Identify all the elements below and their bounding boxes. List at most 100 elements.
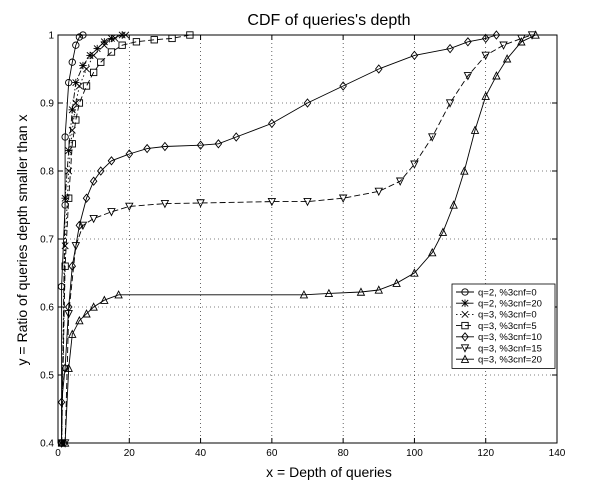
data-point-diamond [303,98,312,108]
legend-item: q=2, %3cnf=20 [456,299,542,310]
data-point-triangle-up [64,363,73,372]
data-point-diamond [339,81,347,91]
data-point-star [68,106,76,114]
data-point-diamond [461,332,469,342]
data-point-triangle-down [463,72,473,81]
data-point-triangle-up [299,290,309,299]
data-point-square [61,262,69,270]
data-point-triangle-down [89,214,98,224]
data-point-triangle-up [374,285,384,294]
data-point-square [97,58,105,66]
data-point-triangle-down [338,194,348,203]
data-point-triangle-down [481,51,490,61]
data-point-square [89,68,98,77]
data-point-star [93,44,101,53]
data-point-diamond [75,220,84,231]
series-line [64,34,536,444]
legend-label: q=3, %3cnf=10 [478,332,542,343]
data-point-diamond [464,37,472,47]
data-point-triangle-down [196,199,205,208]
series-line [61,34,497,443]
data-point-square [65,194,73,202]
data-point-circle [72,41,80,49]
data-point-square [82,82,91,90]
series-7 [60,30,540,447]
data-point-diamond [492,30,501,40]
data-point-triangle-down [374,187,384,197]
legend-item: q=3, %3cnf=10 [456,332,542,343]
data-point-triangle-up [492,71,501,80]
data-point-triangle-up [89,302,98,311]
data-point-circle [61,133,69,141]
data-point-x [90,51,98,59]
data-point-diamond [232,132,240,142]
data-point-diamond [214,139,223,149]
data-point-star [107,34,116,43]
data-point-square [118,41,126,49]
data-point-circle [68,58,76,66]
data-point-triangle-down [303,197,312,207]
series-line [64,34,533,444]
data-point-diamond [161,141,169,152]
chart-title: CDF of queries's depth [247,12,410,29]
y-axis-label: y = Ratio of queries depth smaller than … [14,115,30,366]
data-point-triangle-up [428,247,437,257]
x-tick-label: 80 [338,448,350,459]
data-point-diamond [446,43,454,54]
data-point-triangle-down [78,221,88,231]
legend-label: q=3, %3cnf=0 [478,310,537,321]
data-point-square [132,38,141,46]
series-5 [57,30,501,448]
legend-item: q=3, %3cnf=0 [456,310,537,321]
legend-label: q=2, %3cnf=20 [478,299,542,310]
data-point-star [86,51,94,60]
y-tick-label: 0.9 [40,99,54,110]
series-line [61,34,126,444]
data-point-diamond [125,149,134,159]
x-tick-label: 60 [266,448,278,459]
data-point-star [64,146,73,155]
data-point-square [150,36,158,44]
data-point-x [75,82,83,90]
data-point-triangle-up [460,354,470,363]
data-point-circle [65,78,73,87]
legend-item: q=3, %3cnf=15 [456,343,542,354]
series-line [61,34,190,444]
data-point-square [107,48,116,56]
data-point-triangle-up [470,125,480,134]
data-point-star [72,78,80,87]
x-tick-label: 140 [549,448,566,459]
y-tick-label: 0.8 [40,167,54,178]
data-point-x [111,34,119,42]
data-point-square [68,140,76,148]
x-tick-label: 120 [477,448,494,459]
legend-label: q=3, %3cnf=5 [478,321,537,332]
data-point-diamond [107,156,116,166]
data-point-star [79,61,87,70]
x-tick-label: 100 [406,448,423,459]
legend-label: q=3, %3cnf=20 [478,355,542,366]
data-point-circle [461,288,469,296]
data-point-diamond [375,64,383,74]
data-point-diamond [68,261,77,271]
data-point-diamond [89,176,98,186]
data-point-circle [75,33,84,41]
data-point-star [100,38,109,46]
data-point-triangle-down [445,99,455,108]
data-point-triangle-up [392,278,401,287]
data-point-square [461,321,469,330]
data-point-diamond [143,143,151,154]
data-point-x [100,41,108,49]
data-point-diamond [196,140,205,150]
data-point-triangle-up [449,200,458,209]
x-tick-label: 0 [55,448,61,459]
data-point-triangle-down [107,208,116,217]
data-point-triangle-down [460,344,470,353]
data-point-triangle-up [356,287,366,296]
data-point-triangle-up [438,227,448,236]
data-point-triangle-down [395,177,405,186]
grid-lines [58,35,557,443]
data-point-x [61,242,69,250]
data-point-triangle-down [499,41,508,50]
